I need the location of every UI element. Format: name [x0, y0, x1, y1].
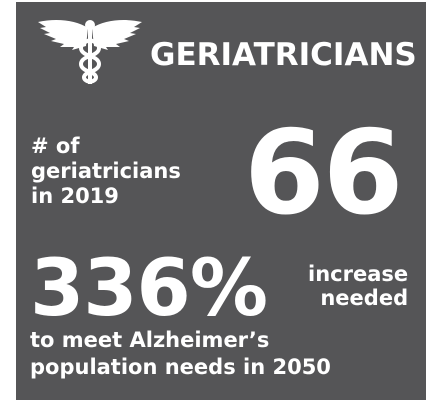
count-label-line: # of — [31, 134, 181, 159]
increase-description-line: to meet Alzheimer’s — [30, 327, 331, 354]
count-label-line: geriatricians — [31, 159, 181, 184]
increase-description-line: population needs in 2050 — [30, 354, 331, 381]
increase-description: to meet Alzheimer’s population needs in … — [30, 327, 331, 381]
increase-percent-value: 336% — [30, 250, 267, 328]
caduceus-icon — [36, 16, 144, 86]
geriatrician-count-label: # of geriatricians in 2019 — [31, 134, 181, 209]
geriatrician-count-value: 66 — [244, 116, 401, 232]
count-label-line: in 2019 — [31, 184, 181, 209]
increase-suffix-line: needed — [308, 286, 408, 310]
increase-suffix: increase needed — [308, 262, 408, 310]
increase-suffix-line: increase — [308, 262, 408, 286]
geriatricians-stat-card: GERIATRICIANS # of geriatricians in 2019… — [16, 2, 426, 400]
card-title: GERIATRICIANS — [150, 40, 417, 71]
